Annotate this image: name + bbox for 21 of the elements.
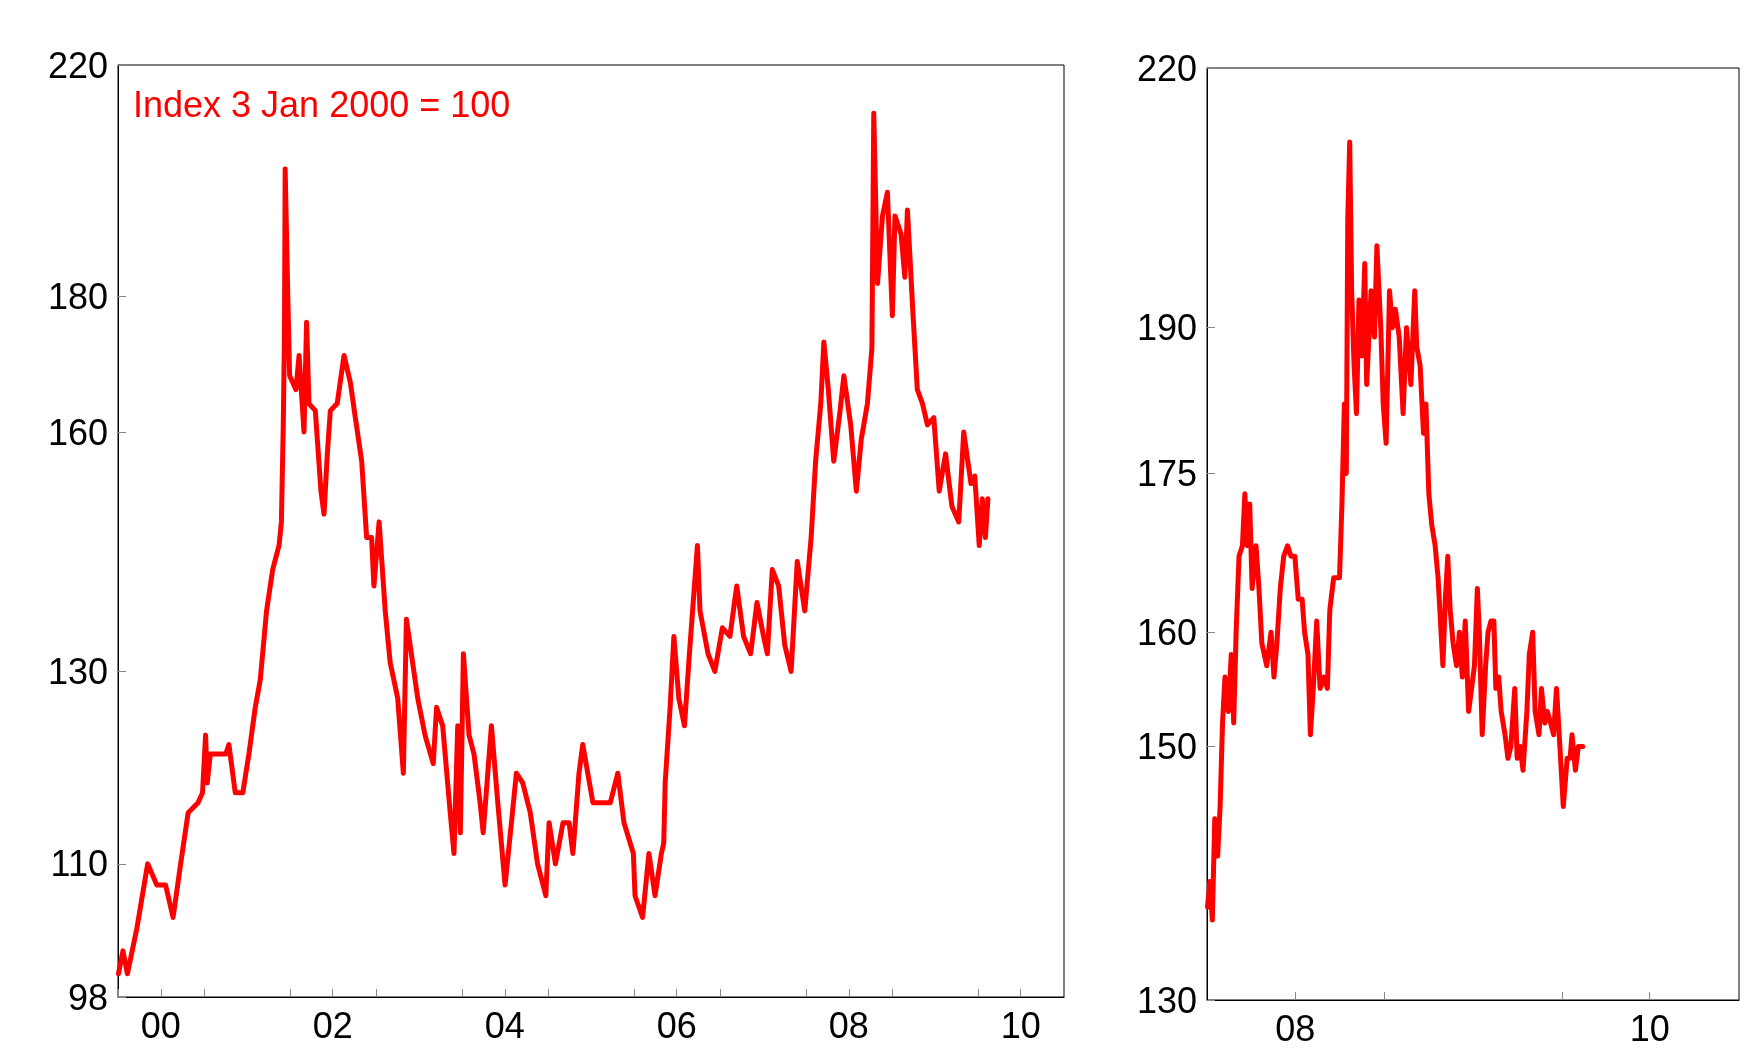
x-tick-label: 10 [1000,1004,1041,1046]
x-tick-label: 08 [828,1004,869,1046]
y-tick-label: 130 [1136,979,1197,1021]
y-tick-label: 190 [1136,307,1197,349]
y-tick-label: 220 [47,44,108,86]
x-tick-label: 10 [1629,1007,1670,1049]
x-tick-label: 02 [312,1004,353,1046]
y-tick-label: 150 [1136,725,1197,767]
y-tick-label: 220 [1136,47,1197,89]
y-tick-label: 110 [50,843,108,885]
y-tick-label: 130 [47,650,108,692]
y-tick-label: 160 [1136,611,1197,653]
y-tick-label: 98 [67,976,108,1018]
y-tick-label: 180 [47,275,108,317]
y-tick-label: 160 [47,411,108,453]
x-tick-label: 06 [656,1004,697,1046]
x-tick-label: 00 [140,1004,181,1046]
y-tick-label: 175 [1136,452,1197,494]
text: Index 3 Jan 2000 = 100 [133,83,511,125]
x-tick-label: 04 [484,1004,525,1046]
x-tick-label: 08 [1275,1007,1316,1049]
